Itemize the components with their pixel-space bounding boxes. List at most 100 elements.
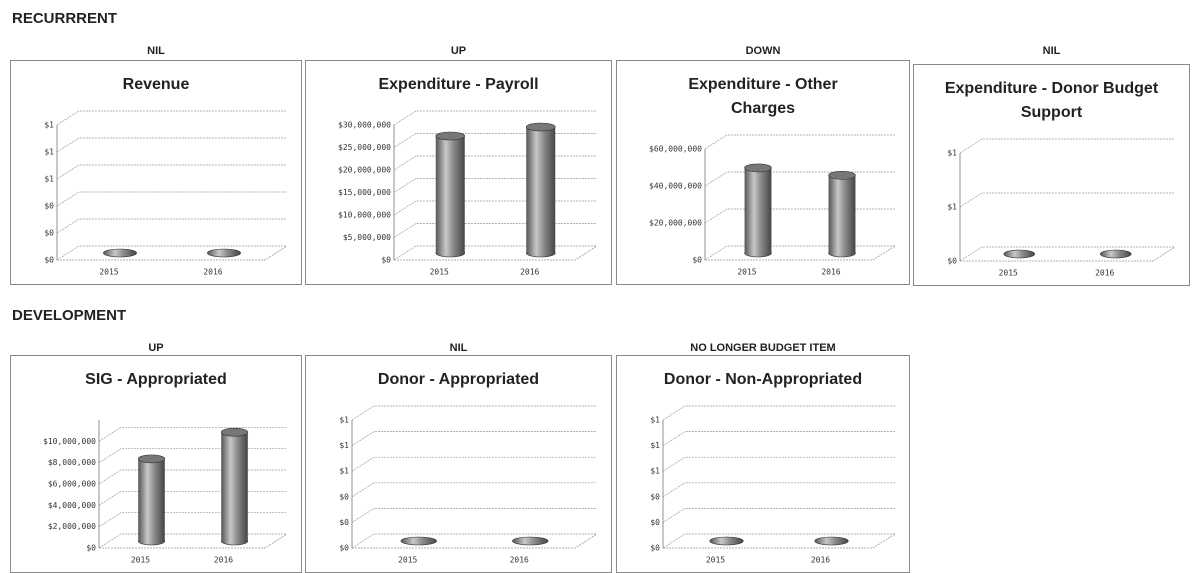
- chart-title: Expenditure - Other Charges: [688, 76, 838, 117]
- section-title: DEVELOPMENT: [12, 307, 127, 324]
- grid-line: [351, 405, 597, 421]
- grid-line: [393, 155, 597, 171]
- floor: [352, 533, 598, 549]
- y-tick-label: $4,000,000: [48, 501, 96, 510]
- grid-line: [393, 133, 597, 148]
- grid-line: [98, 448, 287, 463]
- grid-line: [98, 469, 287, 485]
- chart: $0 $5,000,000 $10,000,000 $15,000,000 $20,00…: [338, 110, 598, 277]
- chart: $0 $0 $0 $1 $1 $1 2015 2016: [44, 110, 288, 277]
- y-tick-label: $1: [947, 203, 957, 212]
- grid-line: [56, 164, 287, 180]
- chart-status: NIL: [147, 45, 165, 57]
- chart-title: Expenditure - Donor Budget Support: [944, 80, 1159, 121]
- y-tick-label: $0: [650, 518, 660, 527]
- floor: [394, 245, 598, 261]
- chart: $0 $20,000,000 $40,000,000 $60,000,000 2015 2…: [649, 134, 896, 277]
- x-tick-label: 2015: [737, 268, 756, 277]
- y-tick-label: $1: [44, 121, 54, 130]
- grid-line: [351, 456, 597, 472]
- grid-line: [662, 456, 895, 472]
- chart-status: NO LONGER BUDGET ITEM: [690, 342, 836, 354]
- y-tick-label: $10,000,000: [338, 211, 391, 220]
- chart-title: Revenue: [122, 76, 190, 93]
- chart-status: UP: [148, 342, 164, 354]
- y-tick-label: $0: [650, 492, 660, 501]
- y-tick-label: $40,000,000: [649, 182, 702, 191]
- grid-line: [98, 426, 287, 442]
- bar-top: [525, 122, 556, 132]
- x-tick-label: 2016: [821, 268, 840, 277]
- y-tick-label: $0: [339, 492, 349, 501]
- chart: $0 $1 $1 2015 2016: [947, 138, 1176, 278]
- floor: [57, 245, 288, 261]
- bar-base: [814, 536, 849, 546]
- grid-line: [98, 512, 287, 527]
- bar: [435, 136, 465, 253]
- chart: $0 $2,000,000 $4,000,000 $6,000,000 $8,000,0…: [43, 420, 288, 565]
- grid-line: [56, 137, 287, 153]
- bar-base: [1003, 249, 1035, 259]
- chart-panel: Expenditure - Other Charges $0 $20,000,000…: [616, 60, 910, 285]
- x-tick-label: 2015: [430, 268, 449, 277]
- grid-line: [662, 405, 895, 421]
- bar-base: [1100, 249, 1132, 259]
- y-tick-label: $0: [339, 518, 349, 527]
- y-tick-label: $60,000,000: [649, 145, 702, 154]
- grid-line: [351, 431, 597, 446]
- x-tick-label: 2016: [203, 268, 222, 277]
- chart-panel: Donor - Non-Appropriated $0 $0 $0 $1 $1 $1 2015…: [616, 355, 910, 573]
- grid-line: [393, 223, 597, 238]
- y-tick-label: $25,000,000: [338, 143, 391, 152]
- bar-top: [220, 427, 249, 437]
- bar-base: [207, 248, 241, 258]
- chart-panel: SIG - Appropriated $0 $2,000,000 $4,000,000…: [10, 355, 302, 573]
- section-title: RECURRRENT: [12, 10, 117, 27]
- chart-status: NIL: [449, 342, 468, 354]
- y-tick-label: $20,000,000: [649, 219, 702, 228]
- chart-status: NIL: [1042, 45, 1061, 57]
- grid-line: [662, 533, 895, 549]
- y-tick-label: $15,000,000: [338, 188, 391, 197]
- y-tick-label: $20,000,000: [338, 166, 391, 175]
- y-tick-label: $30,000,000: [338, 121, 391, 130]
- bar: [744, 167, 772, 253]
- y-tick-label: $1: [339, 441, 349, 450]
- bar-base: [400, 536, 437, 546]
- chart-title: SIG - Appropriated: [85, 371, 227, 388]
- bar-base: [512, 536, 549, 546]
- y-tick-label: $1: [44, 175, 54, 184]
- floor: [705, 245, 896, 261]
- chart-status: UP: [450, 45, 467, 57]
- grid-line: [56, 191, 287, 207]
- x-tick-label: 2016: [811, 556, 830, 565]
- floor: [663, 533, 896, 549]
- y-tick-label: $0: [44, 202, 54, 211]
- grid-line: [704, 245, 895, 261]
- grid-line: [704, 134, 895, 150]
- bar-base: [103, 248, 137, 258]
- x-tick-label: 2016: [1095, 269, 1114, 278]
- y-tick-label: $2,000,000: [48, 522, 96, 531]
- chart-panel: Revenue $0 $0 $0 $1 $1 $1 2015 2016: [10, 60, 302, 285]
- chart: $0 $0 $0 $1 $1 $1 2015 2016: [339, 405, 598, 565]
- y-tick-label: $1: [947, 149, 957, 158]
- grid-line: [351, 508, 597, 523]
- y-tick-label: $6,000,000: [48, 480, 96, 489]
- y-tick-label: $10,000,000: [43, 437, 96, 446]
- grid-line: [351, 482, 597, 498]
- grid-line: [393, 245, 597, 261]
- grid-line: [662, 508, 895, 523]
- chart-panel: Donor - Appropriated $0 $0 $0 $1 $1 $1 2015 2016: [305, 355, 612, 573]
- y-tick-label: $0: [650, 544, 660, 553]
- y-tick-label: $0: [692, 256, 702, 265]
- chart: $0 $0 $0 $1 $1 $1 2015 2016: [650, 405, 896, 565]
- y-tick-label: $0: [86, 544, 96, 553]
- grid-line: [98, 490, 287, 506]
- y-tick-label: $0: [44, 256, 54, 265]
- y-tick-label: $1: [339, 416, 349, 425]
- x-tick-label: 2016: [510, 556, 529, 565]
- bar-top: [435, 131, 466, 141]
- x-tick-label: 2016: [214, 556, 233, 565]
